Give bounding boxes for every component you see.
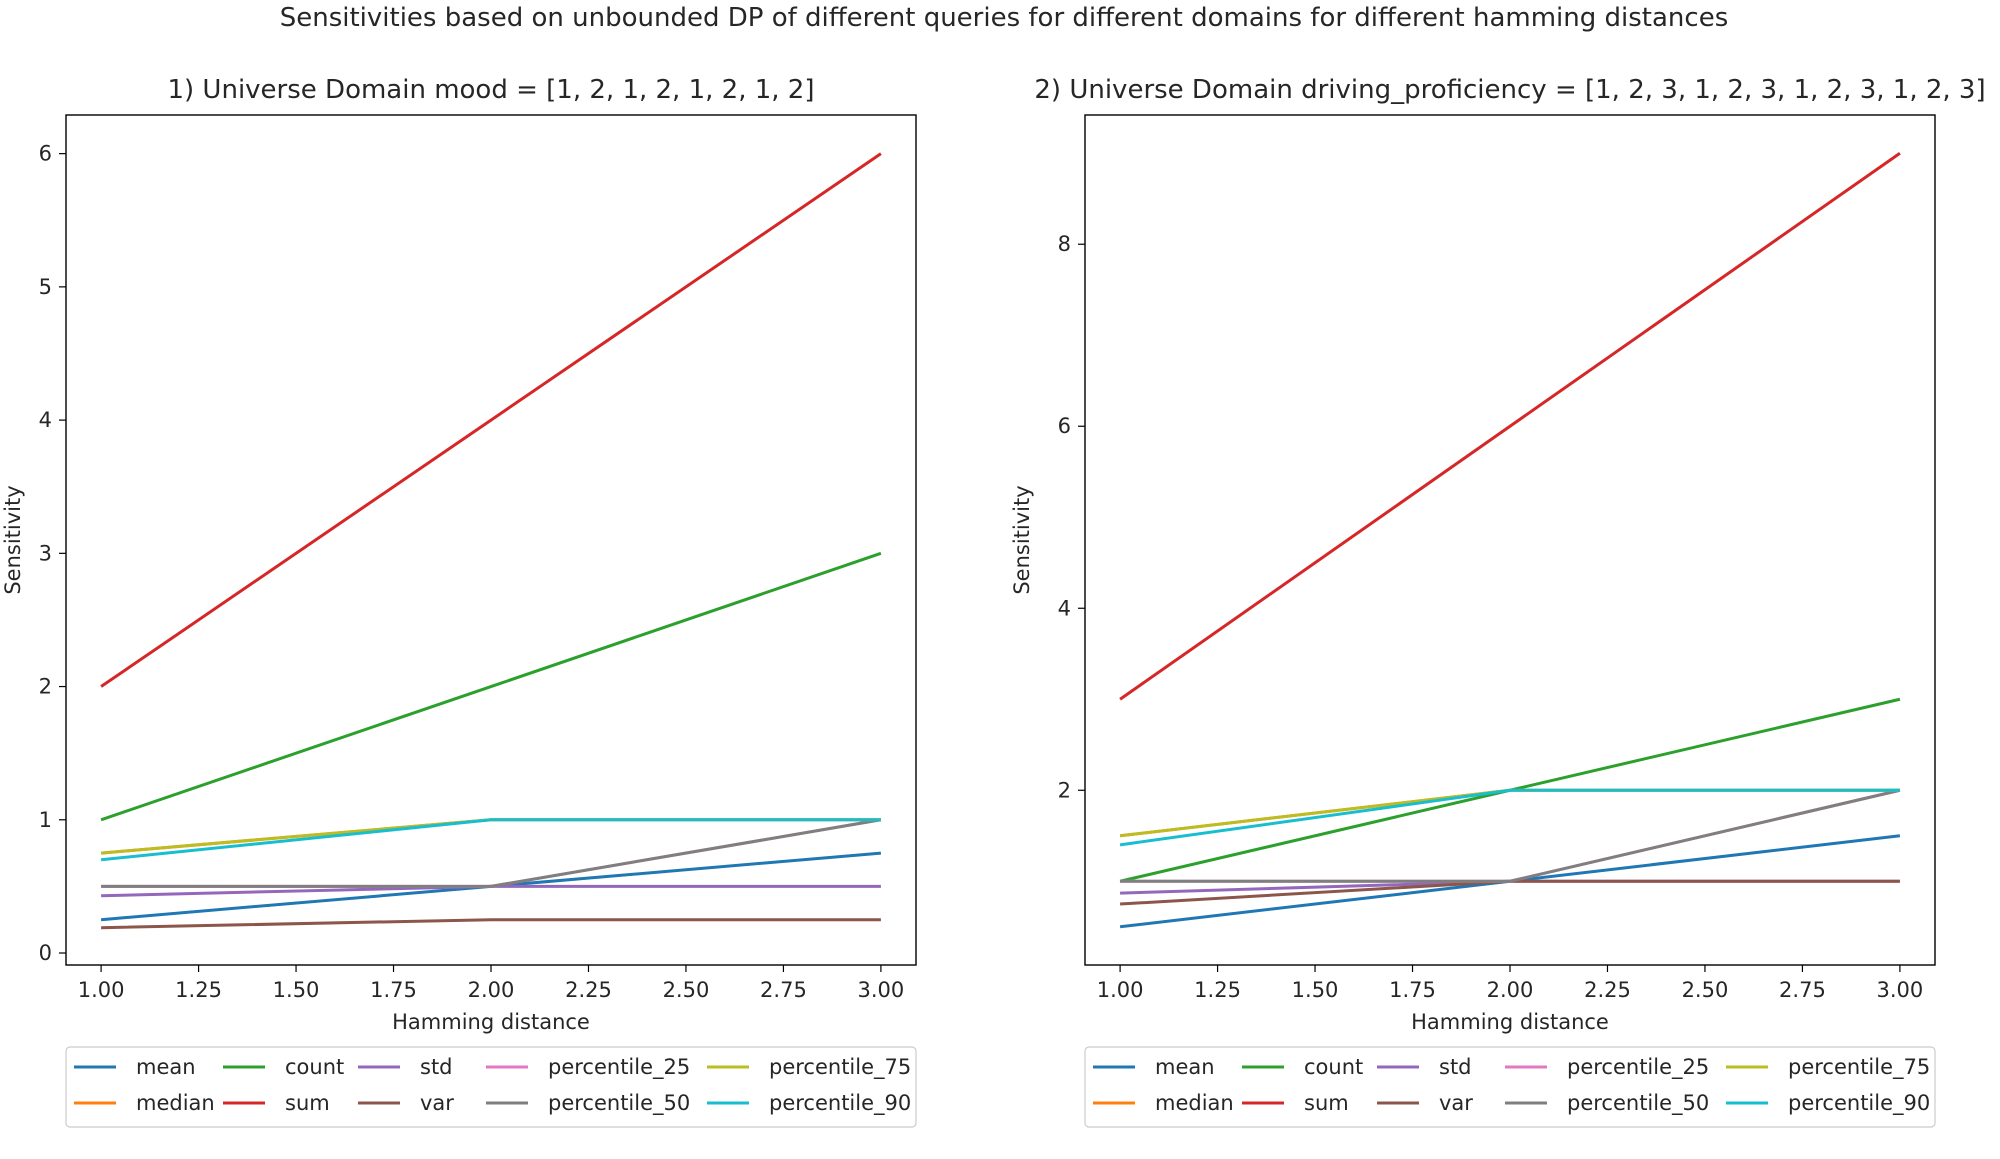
x-axis-label: Hamming distance <box>392 1010 590 1034</box>
legend-label: sum <box>285 1091 330 1115</box>
series-line-count <box>100 551 882 822</box>
legend-label: percentile_75 <box>1788 1055 1930 1080</box>
legend-item-count: count <box>1242 1055 1363 1079</box>
y-tick-label: 2 <box>1058 778 1071 802</box>
legend-label: std <box>420 1055 453 1079</box>
x-tick-label: 1.25 <box>175 978 222 1002</box>
legend-item-mean: mean <box>74 1055 196 1079</box>
legend-item-percentile-90: percentile_90 <box>1726 1091 1930 1116</box>
series-line-sum <box>1119 151 1901 701</box>
legend-label: mean <box>136 1055 196 1079</box>
legend-item-median: median <box>74 1091 215 1115</box>
legend-item-percentile-50: percentile_50 <box>486 1091 690 1116</box>
legend-label: percentile_25 <box>548 1055 690 1080</box>
y-tick-label: 3 <box>39 541 52 565</box>
x-tick-label: 1.75 <box>370 978 417 1002</box>
y-tick-label: 4 <box>39 408 52 432</box>
legend-label: percentile_90 <box>1788 1091 1930 1116</box>
y-axis-label: Sensitivity <box>1010 485 1034 594</box>
y-axis-label: Sensitivity <box>1 485 25 594</box>
x-tick-label: 1.25 <box>1194 978 1241 1002</box>
x-tick-label: 2.25 <box>565 978 612 1002</box>
x-tick-label: 2.75 <box>1779 978 1826 1002</box>
y-tick-label: 8 <box>1058 232 1071 256</box>
legend-item-count: count <box>223 1055 344 1079</box>
series-group <box>1119 151 1901 929</box>
series-line-var <box>101 918 881 930</box>
legend-item-sum: sum <box>1242 1091 1349 1115</box>
legend: meanmediancountsumstdvarpercentile_25per… <box>65 1046 917 1128</box>
legend-item-percentile-50: percentile_50 <box>1505 1091 1709 1116</box>
legend-label: var <box>420 1091 454 1115</box>
legend-item-mean: mean <box>1093 1055 1215 1079</box>
x-tick-label: 3.00 <box>858 978 905 1002</box>
legend-item-var: var <box>358 1091 454 1115</box>
legend-item-percentile-25: percentile_25 <box>1505 1055 1709 1080</box>
legend-box <box>1084 1046 1936 1128</box>
legend-item-percentile-90: percentile_90 <box>707 1091 911 1116</box>
subplot-1: 1) Universe Domain mood = [1, 2, 1, 2, 1… <box>1 75 917 1128</box>
legend-item-sum: sum <box>223 1091 330 1115</box>
legend-box <box>65 1046 917 1128</box>
legend-label: sum <box>1304 1091 1349 1115</box>
legend-item-std: std <box>1377 1055 1472 1079</box>
x-tick-label: 2.50 <box>663 978 710 1002</box>
legend-label: percentile_25 <box>1567 1055 1709 1080</box>
legend-label: mean <box>1155 1055 1215 1079</box>
legend-label: var <box>1439 1091 1473 1115</box>
legend: meanmediancountsumstdvarpercentile_25per… <box>1084 1046 1936 1128</box>
x-tick-label: 2.00 <box>1487 978 1534 1002</box>
series-line-percentile-90 <box>1119 788 1900 847</box>
x-axis-label: Hamming distance <box>1411 1010 1609 1034</box>
x-tick-label: 1.00 <box>1097 978 1144 1002</box>
legend-item-var: var <box>1377 1091 1473 1115</box>
x-tick-label: 2.00 <box>468 978 515 1002</box>
x-tick-label: 2.75 <box>760 978 807 1002</box>
legend-item-percentile-75: percentile_75 <box>707 1055 911 1080</box>
y-tick-label: 0 <box>39 941 52 965</box>
y-tick-label: 5 <box>39 275 52 299</box>
series-line-sum <box>100 152 882 688</box>
legend-label: median <box>136 1091 215 1115</box>
y-tick-label: 4 <box>1058 596 1071 620</box>
subplot-title: 1) Universe Domain mood = [1, 2, 1, 2, 1… <box>167 75 814 105</box>
x-tick-label: 1.75 <box>1389 978 1436 1002</box>
y-tick-label: 2 <box>39 675 52 699</box>
figure-suptitle: Sensitivities based on unbounded DP of d… <box>280 3 1729 33</box>
legend-label: count <box>1304 1055 1363 1079</box>
legend-label: percentile_50 <box>1567 1091 1709 1116</box>
x-tick-label: 1.00 <box>78 978 125 1002</box>
legend-item-std: std <box>358 1055 453 1079</box>
legend-item-percentile-75: percentile_75 <box>1726 1055 1930 1080</box>
x-tick-label: 1.50 <box>1292 978 1339 1002</box>
x-tick-label: 2.50 <box>1682 978 1729 1002</box>
legend-label: percentile_50 <box>548 1091 690 1116</box>
subplot-2: 2) Universe Domain driving_proficiency =… <box>1010 75 1986 1128</box>
legend-label: median <box>1155 1091 1234 1115</box>
series-line-percentile-50 <box>101 818 882 888</box>
y-tick-label: 6 <box>39 142 52 166</box>
x-tick-label: 1.50 <box>273 978 320 1002</box>
legend-label: std <box>1439 1055 1472 1079</box>
x-tick-label: 3.00 <box>1877 978 1924 1002</box>
series-line-percentile-50 <box>1120 788 1901 883</box>
legend-label: count <box>285 1055 344 1079</box>
legend-item-percentile-25: percentile_25 <box>486 1055 690 1080</box>
legend-label: percentile_90 <box>769 1091 911 1116</box>
series-group <box>100 152 882 930</box>
y-tick-label: 1 <box>39 808 52 832</box>
subplot-title: 2) Universe Domain driving_proficiency =… <box>1034 75 1985 105</box>
x-tick-label: 2.25 <box>1584 978 1631 1002</box>
series-line-percentile-90 <box>100 818 881 862</box>
legend-label: percentile_75 <box>769 1055 911 1080</box>
y-tick-label: 6 <box>1058 414 1071 438</box>
legend-item-median: median <box>1093 1091 1234 1115</box>
